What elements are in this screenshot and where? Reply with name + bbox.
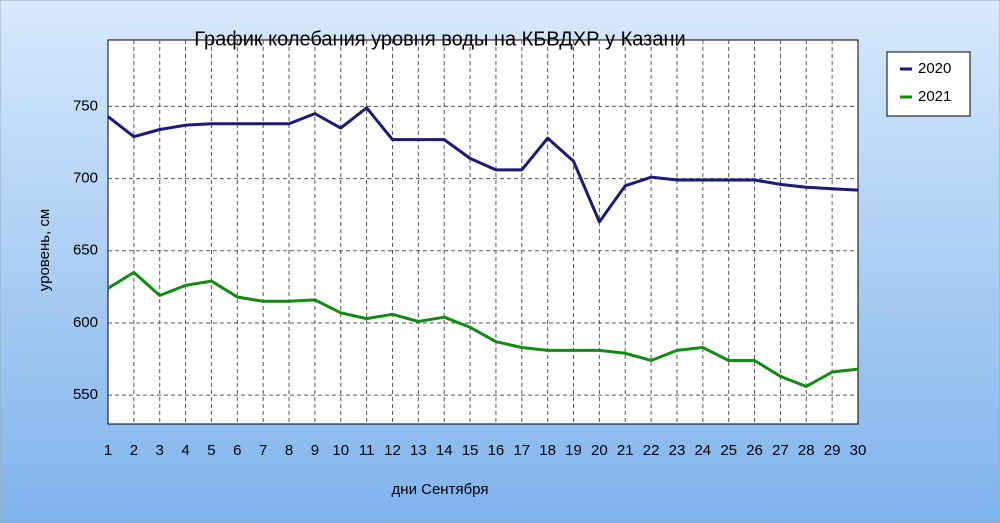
x-tick-label: 15 <box>462 442 479 459</box>
x-tick-label: 19 <box>565 442 582 459</box>
x-tick-label: 17 <box>513 442 530 459</box>
x-tick-label: 1 <box>104 442 112 459</box>
x-tick-label: 30 <box>850 442 867 459</box>
x-tick-label: 27 <box>772 442 789 459</box>
x-tick-label: 4 <box>181 442 189 459</box>
legend-label: 2021 <box>918 88 951 105</box>
x-tick-label: 3 <box>156 442 164 459</box>
y-tick-label: 600 <box>73 314 98 331</box>
x-tick-label: 23 <box>669 442 686 459</box>
legend-label: 2020 <box>918 60 951 77</box>
x-tick-label: 6 <box>233 442 241 459</box>
x-tick-label: 25 <box>720 442 737 459</box>
x-tick-label: 12 <box>384 442 401 459</box>
x-axis-label: дни Сентября <box>392 481 489 498</box>
x-tick-label: 9 <box>311 442 319 459</box>
legend <box>886 51 971 117</box>
data-line <box>107 270 859 388</box>
data-line <box>107 106 859 224</box>
x-tick-label: 2 <box>130 442 138 459</box>
x-tick-label: 26 <box>746 442 763 459</box>
x-tick-label: 21 <box>617 442 634 459</box>
x-tick-label: 18 <box>539 442 556 459</box>
x-tick-label: 11 <box>359 442 375 459</box>
plot-area <box>107 39 859 425</box>
y-axis-label: уровень, см <box>36 209 53 291</box>
y-tick-label: 650 <box>73 242 98 259</box>
x-tick-label: 24 <box>694 442 711 459</box>
x-tick-label: 14 <box>436 442 453 459</box>
x-tick-label: 7 <box>259 442 267 459</box>
chart-title: График колебания уровня воды на КБВДХР у… <box>194 28 685 50</box>
x-tick-label: 20 <box>591 442 608 459</box>
x-tick-label: 28 <box>798 442 815 459</box>
x-tick-label: 13 <box>410 442 427 459</box>
x-tick-label: 5 <box>207 442 215 459</box>
y-tick-label: 700 <box>73 170 98 187</box>
y-tick-label: 550 <box>73 386 98 403</box>
x-tick-label: 8 <box>285 442 293 459</box>
y-tick-label: 750 <box>73 97 98 114</box>
x-tick-label: 22 <box>643 442 660 459</box>
x-tick-label: 16 <box>488 442 505 459</box>
x-tick-label: 29 <box>824 442 841 459</box>
x-tick-label: 10 <box>332 442 349 459</box>
